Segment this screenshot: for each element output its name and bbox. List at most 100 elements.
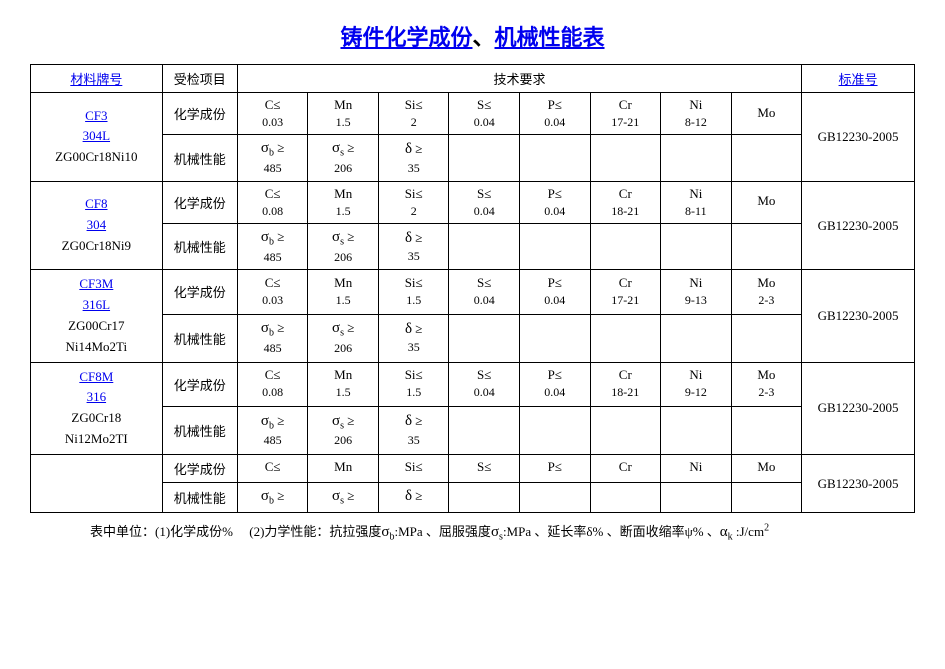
header-material[interactable]: 材料牌号 (31, 65, 163, 93)
chem-cell-c: C≤0.08 (237, 362, 308, 406)
chem-header-ni: Ni (663, 459, 729, 476)
mech-empty (731, 314, 802, 362)
chem-cell-mn: Mn1.5 (308, 362, 379, 406)
mech-sigma-b-header: σb ≥ (240, 139, 306, 160)
grade-link[interactable]: CF3 (85, 106, 107, 127)
chem-header-s: S≤ (451, 275, 517, 292)
chem-header-c: C≤ (240, 186, 306, 203)
footer-mech-label: (2)力学性能：抗拉强度 (249, 524, 381, 539)
chem-header-ni: Ni (663, 97, 729, 114)
chem-cell-cr: Cr18-21 (590, 362, 661, 406)
grade-plain: Ni12Mo2TI (65, 431, 128, 446)
material-cell: CF3304L ZG00Cr18Ni10 (31, 93, 163, 182)
mech-empty (449, 482, 520, 513)
grade-plain: ZG00Cr18Ni10 (55, 149, 137, 164)
footer-ak-sup: 2 (764, 523, 769, 534)
chem-value-c: 0.03 (240, 115, 306, 131)
mech-empty (449, 224, 520, 270)
grade-plain: ZG0Cr18 (71, 410, 121, 425)
mech-delta-header: δ ≥ (381, 320, 447, 340)
material-cell: CF8M316 ZG0Cr18 Ni12Mo2TI (31, 362, 163, 454)
standard-cell: GB12230-2005 (802, 181, 915, 270)
chem-cell-s: S≤0.04 (449, 181, 520, 223)
chem-label: 化学成份 (162, 454, 237, 482)
chem-header-cr: Cr (593, 186, 659, 203)
footer-sigma-b: σ (381, 524, 389, 540)
mech-empty (520, 224, 591, 270)
mech-sigma-b: σb ≥485 (237, 406, 308, 454)
mech-sigma-b-header: σb ≥ (240, 319, 306, 340)
mech-delta: δ ≥35 (378, 135, 449, 181)
chem-cell-mo: Mo (731, 93, 802, 135)
table-row: 机械性能σb ≥485σs ≥206δ ≥35 (31, 135, 915, 181)
chem-value-mn: 1.5 (310, 293, 376, 309)
chem-value-mn: 1.5 (310, 385, 376, 401)
title-part2[interactable]: 机械性能表 (495, 25, 605, 50)
mech-empty (590, 224, 661, 270)
mech-sigma-s-value: 206 (310, 161, 376, 177)
chem-header-s: S≤ (451, 367, 517, 384)
grade-link[interactable]: 304 (87, 215, 107, 236)
table-row: 机械性能σb ≥485σs ≥206δ ≥35 (31, 314, 915, 362)
grade-link[interactable]: CF3M (79, 274, 113, 295)
mech-sigma-b-value: 485 (240, 161, 306, 177)
mech-sigma-b-header: σb ≥ (240, 487, 306, 508)
header-standard[interactable]: 标准号 (802, 65, 915, 93)
mech-delta-value: 35 (381, 161, 447, 177)
chem-header-si: Si≤ (381, 275, 447, 292)
title-part1[interactable]: 铸件化学成份 (340, 25, 472, 50)
mech-sigma-s: σs ≥206 (308, 406, 379, 454)
mech-delta: δ ≥35 (378, 224, 449, 270)
standard-cell: GB12230-2005 (802, 93, 915, 182)
grade-link[interactable]: CF8 (85, 194, 107, 215)
chem-value-cr: 18-21 (593, 385, 659, 401)
chem-value-cr: 17-21 (593, 115, 659, 131)
mech-label: 机械性能 (162, 406, 237, 454)
grade-link[interactable]: 304L (83, 126, 110, 147)
chem-cell-p: P≤0.04 (520, 362, 591, 406)
chem-cell-si: Si≤ (378, 454, 449, 482)
chem-header-cr: Cr (593, 459, 659, 476)
chem-header-c: C≤ (240, 367, 306, 384)
chem-header-p: P≤ (522, 186, 588, 203)
mech-sigma-s: σs ≥206 (308, 224, 379, 270)
chem-header-si: Si≤ (381, 459, 447, 476)
chem-header-p: P≤ (522, 367, 588, 384)
grade-link[interactable]: 316 (87, 387, 107, 408)
chem-cell-cr: Cr (590, 454, 661, 482)
chem-cell-ni: Ni9-13 (661, 270, 732, 314)
material-cell (31, 454, 163, 513)
chem-header-cr: Cr (593, 97, 659, 114)
mech-sigma-s-header: σs ≥ (310, 139, 376, 160)
chem-cell-cr: Cr18-21 (590, 181, 661, 223)
chem-value-si: 2 (381, 115, 447, 131)
chem-header-ni: Ni (663, 367, 729, 384)
mech-empty (449, 135, 520, 181)
footer-alpha-k: α (720, 524, 728, 540)
mech-sigma-s: σs ≥ (308, 482, 379, 513)
chem-header-mo: Mo (734, 193, 800, 210)
mech-empty (520, 482, 591, 513)
mech-label: 机械性能 (162, 314, 237, 362)
chem-header-mo: Mo (734, 105, 800, 122)
chem-cell-mo: Mo (731, 181, 802, 223)
chem-value-ni: 9-13 (663, 293, 729, 309)
chem-value-mo: 2-3 (734, 385, 800, 401)
grade-link[interactable]: CF8M (79, 367, 113, 388)
chem-value-p: 0.04 (522, 115, 588, 131)
page-title: 铸件化学成份、机械性能表 (30, 20, 915, 52)
chem-header-cr: Cr (593, 275, 659, 292)
footer-ak-unit: :J/cm (733, 524, 764, 539)
mech-empty (661, 482, 732, 513)
mech-empty (520, 314, 591, 362)
mech-sigma-s-header: σs ≥ (310, 319, 376, 340)
standard-cell: GB12230-2005 (802, 454, 915, 513)
mech-sigma-s-value: 206 (310, 250, 376, 266)
chem-value-c: 0.03 (240, 293, 306, 309)
table-row: 机械性能σb ≥σs ≥δ ≥ (31, 482, 915, 513)
chem-value-cr: 18-21 (593, 204, 659, 220)
grade-link[interactable]: 316L (83, 295, 110, 316)
mech-delta-header: δ ≥ (381, 229, 447, 249)
mech-empty (449, 314, 520, 362)
chem-label: 化学成份 (162, 93, 237, 135)
